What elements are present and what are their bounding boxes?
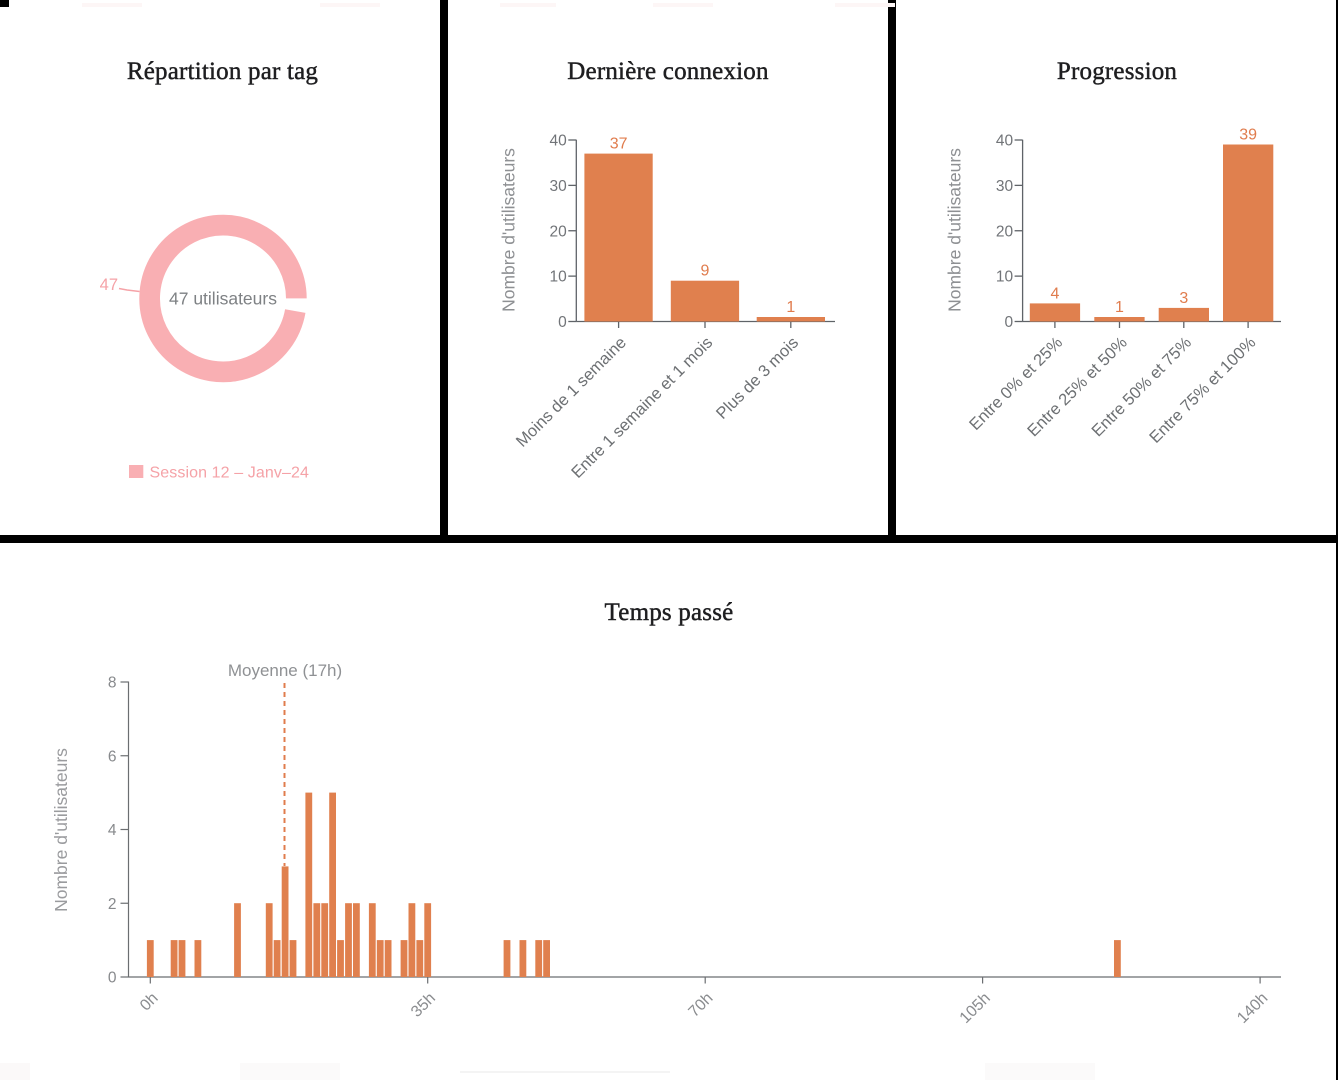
svg-text:Répartition par tag: Répartition par tag	[127, 58, 319, 85]
svg-text:47: 47	[100, 276, 118, 294]
svg-text:140h: 140h	[1234, 990, 1271, 1027]
svg-text:Entre 75% et 100%: Entre 75% et 100%	[1146, 333, 1259, 446]
svg-text:1: 1	[786, 299, 795, 316]
svg-text:0: 0	[1004, 314, 1013, 331]
svg-text:39: 39	[1239, 127, 1257, 144]
svg-text:4: 4	[108, 822, 117, 839]
svg-text:30: 30	[550, 178, 568, 195]
svg-text:35h: 35h	[408, 990, 439, 1021]
svg-text:10: 10	[996, 269, 1014, 286]
svg-text:8: 8	[108, 675, 117, 692]
svg-text:Entre 1 semaine et 1 mois: Entre 1 semaine et 1 mois	[568, 334, 716, 482]
svg-text:6: 6	[108, 748, 117, 765]
svg-text:Nombre d'utilisateurs: Nombre d'utilisateurs	[945, 148, 965, 312]
svg-text:Plus de 3 mois: Plus de 3 mois	[713, 334, 802, 423]
svg-text:40: 40	[996, 133, 1014, 150]
svg-text:4: 4	[1050, 285, 1059, 302]
svg-text:20: 20	[550, 223, 568, 240]
svg-text:37: 37	[610, 136, 628, 153]
svg-text:Nombre d'utilisateurs: Nombre d'utilisateurs	[51, 748, 71, 912]
svg-text:1: 1	[1115, 299, 1124, 316]
svg-text:Nombre d'utilisateurs: Nombre d'utilisateurs	[498, 148, 518, 312]
svg-text:Temps passé: Temps passé	[605, 599, 734, 626]
svg-text:2: 2	[108, 896, 117, 913]
svg-text:Dernière connexion: Dernière connexion	[567, 58, 769, 85]
svg-text:10: 10	[550, 269, 568, 286]
svg-text:30: 30	[996, 178, 1014, 195]
svg-text:9: 9	[701, 263, 710, 280]
svg-text:Moyenne (17h): Moyenne (17h)	[228, 661, 342, 680]
svg-text:105h: 105h	[957, 990, 994, 1027]
svg-text:47 utilisateurs: 47 utilisateurs	[169, 289, 277, 309]
svg-text:0: 0	[108, 970, 117, 987]
svg-text:0h: 0h	[137, 990, 162, 1015]
svg-text:20: 20	[996, 223, 1014, 240]
svg-text:40: 40	[550, 133, 568, 150]
svg-text:70h: 70h	[686, 990, 717, 1021]
svg-text:Session 12 – Janv–24: Session 12 – Janv–24	[150, 465, 309, 482]
svg-text:3: 3	[1179, 290, 1188, 307]
svg-text:0: 0	[558, 314, 567, 331]
svg-text:Progression: Progression	[1057, 58, 1178, 85]
